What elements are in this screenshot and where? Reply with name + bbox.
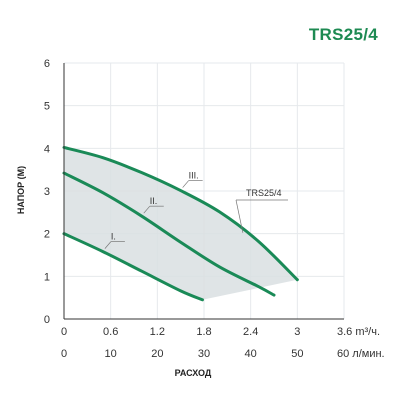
model-title: TRS25/4 — [308, 25, 378, 44]
series-leader — [143, 205, 151, 214]
y-tick-label: 2 — [44, 229, 50, 241]
x-tick-label-bottom: 10 — [105, 348, 117, 360]
series-label: II. — [150, 196, 158, 206]
curve-1 — [62, 232, 204, 302]
series-leader — [182, 180, 189, 188]
curve-annotations: I. II. III. TRS25/4 — [104, 171, 288, 249]
axes — [63, 63, 344, 320]
x-tick-label-top: 0.6 — [103, 326, 118, 338]
x-tick-label-top: 1.8 — [196, 326, 211, 338]
y-axis-label: НАПОР (М) — [16, 166, 26, 214]
x-tick-label-bottom: 20 — [151, 348, 163, 360]
y-tick-label: 3 — [44, 186, 50, 198]
x-axis-label: РАСХОД — [175, 368, 212, 378]
operating-envelope — [64, 147, 298, 300]
envelope-leader — [235, 199, 244, 233]
series-label: I. — [111, 232, 116, 242]
x-tick-label-bottom: 0 — [61, 348, 67, 360]
x-tick-label-top: 0 — [61, 326, 67, 338]
y-tick-label: 6 — [44, 58, 50, 70]
x-tick-label-top: 1.2 — [150, 326, 165, 338]
y-tick-label: 4 — [44, 143, 50, 155]
y-tick-label: 1 — [44, 271, 50, 283]
curves — [62, 145, 299, 302]
x-tick-label-bottom: 40 — [245, 348, 257, 360]
x-tick-label-top: 3 — [294, 326, 300, 338]
curve-2 — [62, 171, 276, 297]
x-tick-label-bottom: 50 — [291, 348, 303, 360]
series-leader — [104, 241, 112, 249]
series-label: III. — [189, 171, 199, 181]
y-tick-label: 0 — [44, 314, 50, 326]
envelope-label: TRS25/4 — [246, 188, 282, 198]
y-tick-label: 5 — [44, 101, 50, 113]
curve-3 — [62, 145, 299, 282]
x-tick-label-bottom: 60 л/мин. — [337, 348, 385, 360]
x-tick-label-bottom: 30 — [198, 348, 210, 360]
x-tick-label-top: 2.4 — [243, 326, 258, 338]
x-tick-label-top: 3.6 m³/ч. — [337, 326, 380, 338]
